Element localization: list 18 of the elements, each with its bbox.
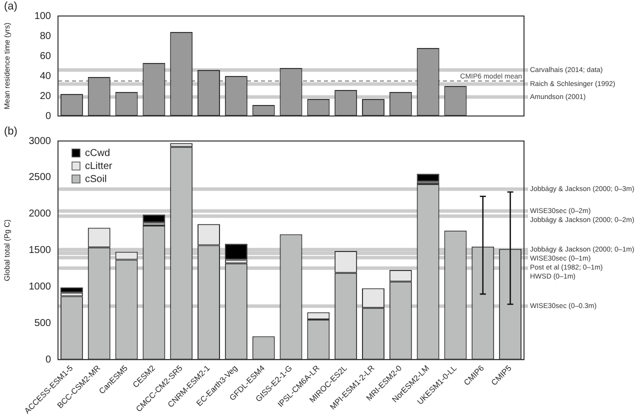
y-tick-label: 500 xyxy=(34,318,52,329)
y-tick-label: 60 xyxy=(40,50,52,62)
y-tick-label: 2000 xyxy=(28,208,52,220)
y-tick-label: 1500 xyxy=(28,245,52,256)
legend-label: cSoil xyxy=(85,174,107,185)
y-tick-label: 0 xyxy=(45,354,52,366)
y-tick-label: 0 xyxy=(45,110,52,122)
y-tick-label: 3000 xyxy=(28,136,52,147)
y-tick-label: 40 xyxy=(40,70,52,82)
text: (a) xyxy=(4,0,18,13)
legend-label: cLitter xyxy=(85,160,113,172)
y-tick-label: 1000 xyxy=(28,282,52,293)
y-tick-label: 100 xyxy=(34,10,52,22)
text: (b) xyxy=(4,126,18,138)
y-tick-label: 20 xyxy=(40,90,52,102)
y-tick-label: 2500 xyxy=(28,172,52,184)
y-tick-label: 80 xyxy=(40,30,52,42)
legend-label: cCwd xyxy=(85,148,110,159)
